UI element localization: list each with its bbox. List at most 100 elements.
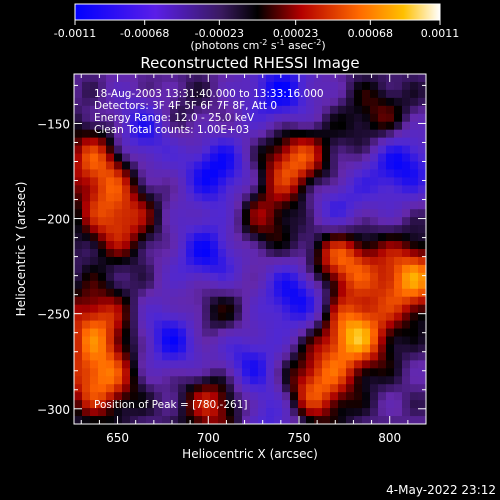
annotation-line: Detectors: 3F 4F 5F 6F 7F 8F, Att 0 (94, 100, 277, 112)
heatmap-cell (330, 137, 339, 146)
heatmap-cell (170, 416, 179, 424)
heatmap-cell (370, 233, 379, 242)
heatmap-cell (402, 280, 411, 290)
heatmap-cell (106, 121, 115, 131)
heatmap-cell (354, 360, 363, 369)
heatmap-cell (106, 296, 115, 306)
heatmap-cell (90, 320, 99, 329)
heatmap-cell (210, 193, 219, 202)
heatmap-cell (362, 153, 371, 162)
heatmap-cell (82, 376, 91, 385)
heatmap-cell (354, 400, 363, 409)
heatmap-cell (194, 177, 203, 186)
heatmap-cell (74, 169, 83, 178)
heatmap-cell (138, 89, 147, 99)
heatmap-cell (194, 97, 203, 107)
heatmap-cell (178, 360, 187, 369)
heatmap-cell (162, 328, 171, 337)
heatmap-cell (394, 129, 403, 139)
heatmap-cell (170, 74, 179, 83)
heatmap-cell (234, 320, 243, 329)
heatmap-cell (178, 74, 187, 83)
heatmap-cell (74, 392, 83, 401)
heatmap-cell (290, 416, 299, 424)
heatmap-cell (154, 97, 163, 107)
heatmap-cell (242, 320, 251, 329)
heatmap-cell (154, 137, 163, 146)
heatmap-cell (258, 185, 267, 194)
heatmap-cell (194, 193, 203, 202)
heatmap-cell (186, 352, 195, 361)
heatmap-cell (90, 288, 99, 298)
heatmap-cell (338, 249, 347, 258)
heatmap-cell (122, 81, 131, 91)
heatmap-cell (378, 185, 387, 194)
heatmap-cell (202, 217, 211, 226)
heatmap-cell (74, 304, 83, 314)
heatmap-cell (98, 304, 107, 314)
heatmap-cell (154, 249, 163, 258)
heatmap-cell (138, 121, 147, 131)
heatmap-cell (218, 241, 227, 250)
heatmap-cell (346, 304, 355, 314)
heatmap-cell (202, 264, 211, 274)
heatmap-cell (170, 384, 179, 393)
heatmap-cell (282, 193, 291, 202)
heatmap-cell (114, 137, 123, 146)
heatmap-cell (202, 177, 211, 186)
heatmap-cell (114, 249, 123, 258)
heatmap-cell (266, 97, 275, 107)
heatmap-cell (314, 288, 323, 298)
heatmap-cell (386, 272, 395, 282)
heatmap-cell (314, 97, 323, 107)
heatmap-cell (98, 392, 107, 401)
heatmap-cell (402, 225, 411, 234)
heatmap-cell (250, 217, 259, 226)
heatmap-cell (234, 177, 243, 186)
heatmap-cell (306, 145, 315, 154)
heatmap-cell (370, 225, 379, 234)
heatmap-cell (274, 352, 283, 361)
heatmap-cell (394, 368, 403, 377)
heatmap-cell (338, 264, 347, 274)
heatmap-cell (410, 89, 419, 99)
heatmap-cell (290, 105, 299, 115)
heatmap-cell (194, 145, 203, 154)
heatmap-cell (98, 352, 107, 361)
heatmap-cell (314, 193, 323, 202)
heatmap-cell (82, 288, 91, 298)
heatmap-cell (138, 296, 147, 306)
heatmap-cell (258, 169, 267, 178)
heatmap-cell (410, 225, 419, 234)
heatmap-cell (202, 209, 211, 218)
heatmap-cell (138, 272, 147, 282)
heatmap-cell (282, 185, 291, 194)
heatmap-cell (98, 161, 107, 170)
heatmap-cell (282, 392, 291, 401)
heatmap-cell (178, 416, 187, 424)
heatmap-cell (90, 153, 99, 162)
heatmap-cell (370, 193, 379, 202)
heatmap-cell (114, 217, 123, 226)
heatmap-cell (378, 89, 387, 99)
heatmap-cell (178, 408, 187, 417)
heatmap-cell (250, 74, 259, 83)
heatmap-cell (370, 288, 379, 298)
heatmap-cell (410, 296, 419, 306)
heatmap-cell (138, 344, 147, 353)
heatmap-cell (154, 81, 163, 91)
timestamp: 4-May-2022 23:12 (386, 483, 496, 497)
heatmap-cell (314, 312, 323, 321)
heatmap-cell (362, 161, 371, 170)
heatmap-cell (82, 177, 91, 186)
heatmap-cell (186, 264, 195, 274)
colorbar-tick-label: -0.0011 (54, 27, 96, 40)
heatmap-cell (282, 137, 291, 146)
heatmap-cell (298, 392, 307, 401)
heatmap-cell (82, 81, 91, 91)
heatmap-cell (186, 161, 195, 170)
heatmap-cell (146, 256, 155, 266)
heatmap-cell (202, 256, 211, 266)
heatmap-cell (122, 344, 131, 353)
heatmap-cell (90, 368, 99, 377)
